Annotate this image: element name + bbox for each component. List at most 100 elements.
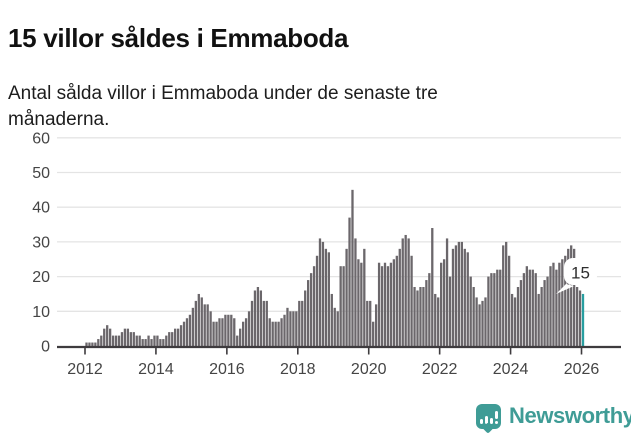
bar xyxy=(153,335,156,346)
bar xyxy=(369,300,372,346)
bar xyxy=(218,318,221,346)
x-axis-label: 2016 xyxy=(209,361,245,378)
bar xyxy=(519,280,523,346)
newsworthy-logo: Newsworthy xyxy=(476,400,631,432)
bar xyxy=(442,259,446,346)
bar xyxy=(159,339,162,346)
highlighted-bar xyxy=(581,293,585,346)
bar xyxy=(256,287,260,346)
bar xyxy=(469,276,472,346)
bar xyxy=(271,321,274,346)
logo-mini-bar xyxy=(484,415,488,424)
bar xyxy=(244,318,248,346)
bar xyxy=(224,314,227,346)
bar xyxy=(525,266,528,346)
bar xyxy=(307,280,310,346)
bar xyxy=(437,297,440,346)
bar xyxy=(351,189,354,346)
bar xyxy=(236,335,239,346)
y-axis-label: 40 xyxy=(32,200,50,217)
x-axis-label: 2026 xyxy=(564,361,600,378)
bar xyxy=(389,262,393,346)
bar xyxy=(374,304,378,346)
bar xyxy=(510,293,514,346)
bar xyxy=(463,248,466,346)
y-axis-label: 20 xyxy=(32,269,50,286)
bar xyxy=(451,248,455,346)
logo-mini-bar xyxy=(489,417,493,424)
bar xyxy=(360,262,363,346)
bar xyxy=(312,266,316,346)
bar xyxy=(392,259,396,346)
bar xyxy=(144,339,147,346)
bar xyxy=(182,321,186,346)
newsworthy-wordmark: Newsworthy xyxy=(509,403,631,428)
bar xyxy=(277,321,280,346)
bar xyxy=(114,335,118,346)
bar xyxy=(499,269,502,346)
bar xyxy=(212,321,215,346)
logo-exclamation xyxy=(494,410,498,424)
bar xyxy=(289,311,292,346)
bar xyxy=(100,335,103,346)
bar xyxy=(200,297,203,346)
value-callout-tail xyxy=(556,284,574,294)
bar xyxy=(176,328,180,346)
bar xyxy=(239,328,242,346)
bar xyxy=(342,266,345,346)
bar xyxy=(188,314,192,346)
bar xyxy=(91,342,94,346)
bar xyxy=(298,300,301,346)
bar xyxy=(537,293,540,346)
bar xyxy=(454,245,458,346)
bar xyxy=(304,290,307,346)
bar xyxy=(123,328,127,346)
bar xyxy=(206,304,209,346)
bar xyxy=(549,266,552,346)
bar xyxy=(398,248,401,346)
bar xyxy=(416,290,419,346)
bar xyxy=(404,234,407,346)
bar xyxy=(230,314,233,346)
bar xyxy=(552,262,555,346)
bar xyxy=(309,273,313,346)
bar xyxy=(108,328,112,346)
bar xyxy=(111,335,115,346)
newsworthy-icon xyxy=(476,403,501,429)
bar xyxy=(410,255,413,346)
bar xyxy=(380,266,384,346)
bar xyxy=(103,328,106,346)
bar xyxy=(377,262,381,346)
bar xyxy=(572,248,576,346)
bar xyxy=(578,290,582,346)
x-axis-label: 2012 xyxy=(67,361,103,378)
bar xyxy=(265,300,268,346)
bar xyxy=(428,273,431,346)
bar xyxy=(445,238,449,346)
y-axis-label: 0 xyxy=(41,339,50,356)
bar xyxy=(366,300,369,346)
value-callout: 15 xyxy=(556,258,597,294)
bar xyxy=(395,255,398,346)
bar xyxy=(401,238,404,346)
bar xyxy=(466,252,469,346)
bar xyxy=(330,293,333,346)
bar xyxy=(262,300,265,346)
bar xyxy=(283,314,286,346)
bar xyxy=(327,252,330,346)
bar xyxy=(457,241,461,346)
bar xyxy=(448,276,452,346)
bar xyxy=(268,318,271,346)
bar xyxy=(209,311,212,346)
bar xyxy=(227,314,230,346)
bar xyxy=(179,325,183,346)
bar xyxy=(407,238,410,346)
bar xyxy=(434,293,437,346)
bar xyxy=(168,332,171,346)
bar xyxy=(126,328,130,346)
x-axis-label: 2022 xyxy=(422,361,458,378)
bar xyxy=(487,276,490,346)
bar xyxy=(534,273,537,346)
bar xyxy=(191,307,195,346)
